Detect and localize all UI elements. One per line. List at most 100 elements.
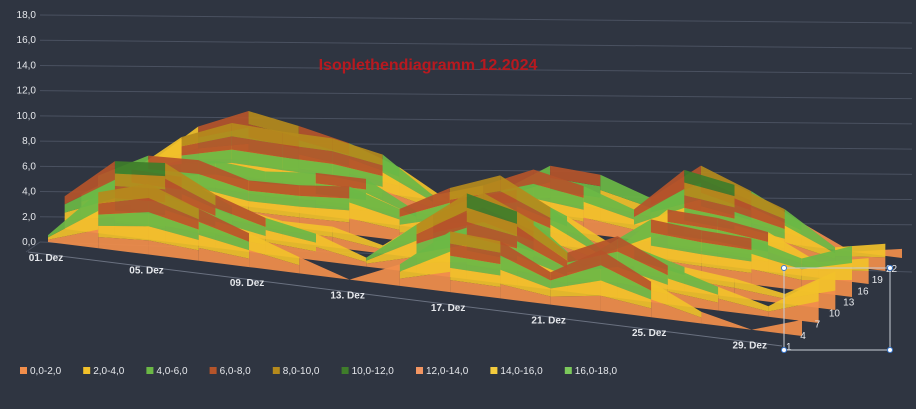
legend-swatch xyxy=(490,367,498,374)
surface-band xyxy=(734,278,786,299)
y-tick-label: 7 xyxy=(815,320,821,331)
legend-swatch xyxy=(20,367,27,374)
surface-band xyxy=(181,122,232,147)
x-tick-label: 29. Dez xyxy=(732,341,766,352)
legend-swatch xyxy=(209,367,217,374)
surface-band xyxy=(299,257,350,280)
legend-item: 16,0-18,0 xyxy=(564,366,618,377)
surface-band xyxy=(751,238,802,270)
legend-label: 8,0-10,0 xyxy=(283,366,320,377)
chart-title: Isoplethendiagramm 12.2024 xyxy=(319,57,538,74)
surface-band xyxy=(751,253,802,281)
surface-band xyxy=(148,212,199,241)
surface-band xyxy=(299,195,350,211)
y-tick-label: 16 xyxy=(857,286,869,297)
legend-swatch xyxy=(341,367,349,374)
surface-band xyxy=(784,209,836,254)
surface-band xyxy=(550,265,601,289)
surface-band xyxy=(634,169,685,218)
z-tick-label: 0,0 xyxy=(22,237,36,248)
surface-band xyxy=(768,301,819,323)
surface-band xyxy=(332,163,383,187)
surface-band xyxy=(399,188,450,217)
gridline xyxy=(39,39,913,49)
x-tick-label: 09. Dez xyxy=(230,278,264,289)
x-tick-label: 13. Dez xyxy=(330,291,364,302)
surface-band xyxy=(148,240,199,261)
z-tick-label: 10,0 xyxy=(17,111,37,122)
surface-band xyxy=(466,221,518,249)
surface-band xyxy=(181,136,232,156)
surface-band xyxy=(148,126,199,164)
surface-band xyxy=(533,183,584,210)
surface-band xyxy=(249,250,300,274)
surface-band xyxy=(667,265,719,295)
z-tick-label: 16,0 xyxy=(17,35,37,46)
surface-band xyxy=(600,295,652,318)
legend-label: 10,0-12,0 xyxy=(352,366,395,377)
legend-item: 4,0-6,0 xyxy=(146,366,188,377)
surface-band xyxy=(198,221,250,251)
legend: 0,0-2,0 2,0-4,0 4,0-6,0 6,0-8,0 8,0-10,0 10,0… xyxy=(20,366,617,377)
surface-band xyxy=(583,186,634,220)
legend-item: 8,0-10,0 xyxy=(272,366,320,377)
surface-band xyxy=(550,295,601,311)
surface-band xyxy=(332,138,383,166)
surface-band xyxy=(701,230,752,251)
surface-band xyxy=(64,179,115,213)
surface-band xyxy=(517,226,568,269)
surface-band xyxy=(734,184,785,220)
surface-band xyxy=(650,245,702,267)
surface-band xyxy=(98,225,149,241)
legend-item: 10,0-12,0 xyxy=(341,366,395,377)
surface-band xyxy=(600,265,652,300)
surface-band xyxy=(450,255,501,276)
surface-band xyxy=(198,247,250,268)
surface-band xyxy=(600,249,652,291)
surface-band xyxy=(265,242,316,261)
surface-band xyxy=(282,157,333,177)
surface-band xyxy=(248,201,300,218)
surface-band xyxy=(734,198,785,229)
selection-handle xyxy=(781,347,787,353)
surface-band xyxy=(165,163,216,206)
surface-band xyxy=(399,271,451,293)
x-tick-label: 25. Dez xyxy=(632,328,666,339)
y-tick-label: 10 xyxy=(829,309,841,320)
surface-band xyxy=(667,209,718,230)
surface-band xyxy=(349,218,400,241)
surface-band xyxy=(349,264,400,286)
surface-band xyxy=(282,131,333,152)
surface-band xyxy=(315,172,366,190)
gridline xyxy=(39,14,913,24)
z-tick-label: 18,0 xyxy=(17,10,37,21)
surface-band xyxy=(349,186,400,220)
legend-label: 0,0-2,0 xyxy=(30,366,62,377)
x-tick-label: 17. Dez xyxy=(431,303,465,314)
surface-band xyxy=(450,267,501,287)
y-tick-label: 4 xyxy=(800,331,806,342)
selection-handle xyxy=(887,347,893,353)
legend-label: 16,0-18,0 xyxy=(575,366,618,377)
surface-band xyxy=(148,226,199,251)
surface-band xyxy=(165,178,216,216)
surface-band xyxy=(768,279,819,312)
surface-band xyxy=(517,241,568,277)
surface-band xyxy=(500,255,551,289)
surface-band xyxy=(198,160,249,191)
surface-band xyxy=(583,217,634,240)
surface-band xyxy=(48,229,99,249)
surface-band xyxy=(299,206,350,223)
surface-band xyxy=(114,173,166,190)
selection-handles[interactable] xyxy=(781,265,893,353)
surface-band xyxy=(382,154,433,202)
surface-band xyxy=(198,208,250,242)
surface-band xyxy=(98,212,149,227)
surface-band xyxy=(399,167,450,202)
surface-band xyxy=(801,245,852,270)
x-tick-label: 05. Dez xyxy=(129,266,163,277)
axes: 0,0 2,0 4,0 6,0 8,0 10,0 12,0 14,0 16,0 18,0 01. D… xyxy=(17,10,898,353)
floor-edge xyxy=(25,241,41,253)
surface-band xyxy=(617,251,668,285)
